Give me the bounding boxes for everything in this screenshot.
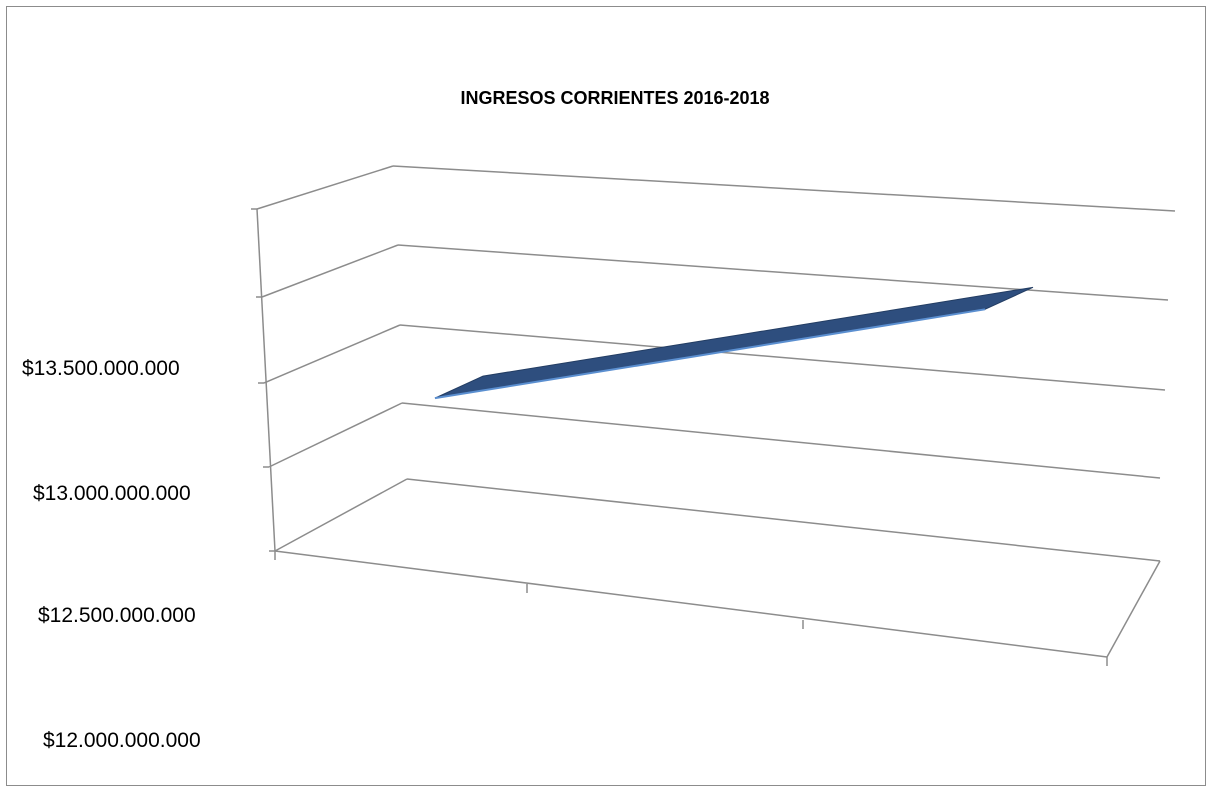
gridline-side-4 (257, 166, 393, 209)
x-axis-line (275, 551, 1107, 657)
floor-left-edge (275, 479, 407, 551)
floor-right-edge (1107, 561, 1160, 657)
gridline-side-1 (269, 403, 402, 467)
chart-walls (251, 166, 1175, 666)
gridline-back-3 (398, 245, 1168, 300)
gridline-back-1 (402, 403, 1160, 478)
gridline-side-3 (262, 245, 398, 297)
floor-back-edge (407, 479, 1160, 561)
series-line (435, 309, 985, 398)
gridline-side-2 (264, 325, 400, 383)
gridline-back-4 (393, 166, 1175, 211)
chart-series (435, 287, 1033, 398)
series-ribbon (435, 287, 1033, 398)
